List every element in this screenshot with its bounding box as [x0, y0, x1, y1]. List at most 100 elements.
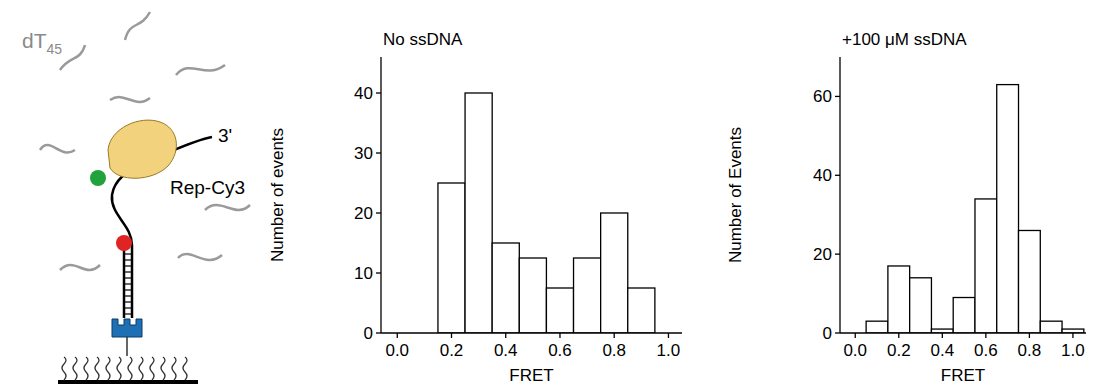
neutravidin [112, 319, 142, 337]
x-axis [840, 332, 1086, 333]
protein-label: Rep-Cy3 [170, 177, 245, 198]
bar [574, 258, 601, 333]
x-tick-label: 0.4 [494, 341, 518, 360]
strand-label-sub: 45 [47, 41, 63, 57]
dt-strand [205, 205, 250, 210]
dt-strand [60, 265, 100, 270]
y-tick-label: 60 [813, 87, 832, 106]
y-axis-title: Number of events [268, 128, 287, 262]
y-tick-label: 40 [354, 84, 373, 103]
y-axis [839, 57, 840, 333]
bar [910, 278, 932, 333]
dt-strand [178, 254, 222, 260]
bar [492, 243, 519, 333]
x-tick-label: 1.0 [657, 341, 681, 360]
base-pair [124, 307, 132, 308]
bar [601, 213, 628, 333]
y-tick [835, 332, 840, 333]
x-axis-title: FRET [509, 366, 553, 385]
bar [546, 288, 573, 333]
bar [628, 288, 655, 333]
x-axis [381, 332, 682, 333]
y-tick-label: 30 [354, 144, 373, 163]
dt-strand [40, 145, 75, 152]
peg [95, 357, 99, 380]
dna-strand [131, 245, 134, 318]
strand-label: dT45 [22, 29, 62, 57]
peg [73, 357, 77, 380]
bars [438, 93, 655, 333]
y-tick [835, 253, 840, 254]
x-tick [614, 333, 615, 338]
x-tick-label: 0.6 [974, 341, 998, 360]
panel: 0.00.20.40.60.81.0010203040No ssDNAFRETN… [268, 30, 682, 385]
x-tick-label: 0.8 [1018, 341, 1042, 360]
y-tick-label: 20 [813, 245, 832, 264]
bar [997, 85, 1019, 333]
peg [161, 357, 165, 380]
base-pair [124, 253, 132, 254]
peg [139, 357, 143, 380]
base-pair [124, 283, 132, 284]
y-tick-label: 0 [823, 324, 832, 343]
x-tick [855, 333, 856, 338]
x-tick [505, 333, 506, 338]
peg [106, 357, 110, 380]
y-tick [835, 175, 840, 176]
x-tick-label: 0.4 [930, 341, 954, 360]
bars [866, 85, 1084, 333]
y-tick [835, 96, 840, 97]
cy5-dot [116, 235, 132, 251]
base-pair [124, 313, 132, 314]
x-tick-label: 0.2 [440, 341, 464, 360]
peg [150, 357, 154, 380]
x-tick-label: 0.8 [602, 341, 626, 360]
bar [1040, 321, 1062, 333]
schematic: dT45 Rep-Cy3 3' [22, 12, 250, 382]
cy3-dot [90, 170, 106, 186]
x-tick [1072, 333, 1073, 338]
end-label: 3' [218, 125, 232, 146]
y-axis-title: Number of Events [726, 127, 745, 263]
surface [58, 380, 198, 384]
x-tick-label: 1.0 [1061, 341, 1085, 360]
bar [975, 199, 997, 333]
bar [888, 266, 910, 333]
x-tick [397, 333, 398, 338]
base-pair [124, 271, 132, 272]
x-tick [668, 333, 669, 338]
panel-title: No ssDNA [383, 30, 463, 49]
dt-strand [110, 97, 150, 102]
x-tick [898, 333, 899, 338]
x-tick-label: 0.0 [385, 341, 409, 360]
y-tick-label: 0 [364, 324, 373, 343]
y-axis [380, 57, 381, 333]
y-tick [376, 152, 381, 153]
figure: dT45 Rep-Cy3 3' 0.0 0.2 0.4 0.6 0.8 1.0 0 10 20 30 40… [0, 0, 1104, 389]
x-axis-title: FRET [941, 366, 985, 385]
bar [465, 93, 492, 333]
y-tick [376, 92, 381, 93]
base-pair [124, 301, 132, 302]
panel-title: +100 μM ssDNA [842, 30, 967, 49]
bar [519, 258, 546, 333]
bar [438, 183, 465, 333]
y-tick [376, 272, 381, 273]
x-tick-label: 0.0 [843, 341, 867, 360]
x-tick [1029, 333, 1030, 338]
x-tick [559, 333, 560, 338]
x-tick-label: 0.6 [548, 341, 572, 360]
dt-strand [60, 45, 85, 70]
peg [128, 357, 132, 380]
peg [84, 357, 88, 380]
base-pair [124, 289, 132, 290]
bar [1019, 230, 1041, 333]
x-tick-label: 0.2 [887, 341, 911, 360]
peg [117, 357, 121, 380]
y-tick-label: 10 [354, 264, 373, 283]
dt-strand [176, 65, 225, 75]
base-pair [124, 259, 132, 260]
bar [866, 321, 888, 333]
rep-protein [108, 120, 176, 178]
peg [62, 357, 66, 380]
